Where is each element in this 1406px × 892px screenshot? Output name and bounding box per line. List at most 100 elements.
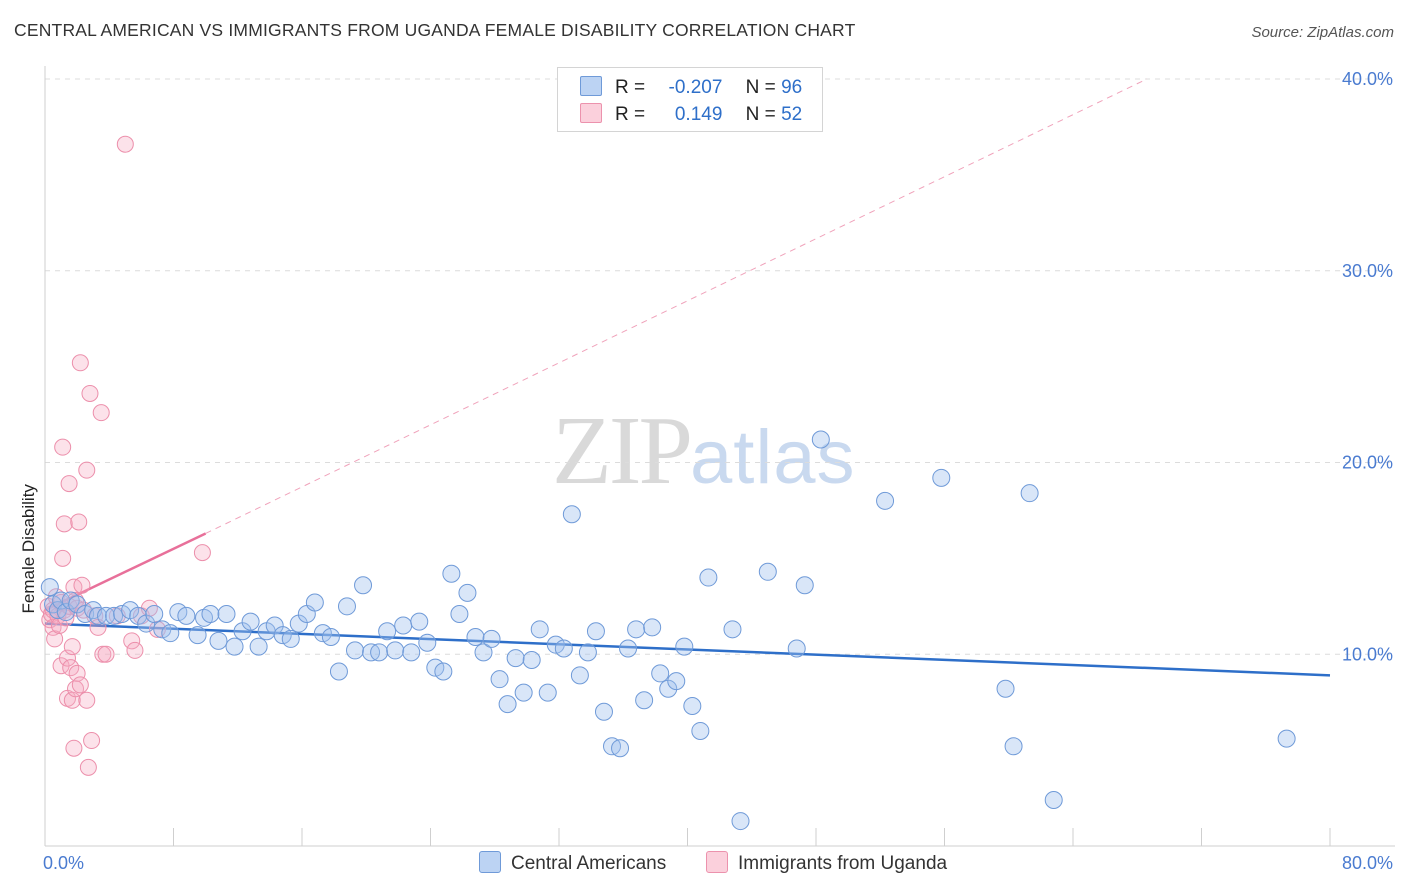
legend-item-uganda[interactable]: Immigrants from Uganda: [706, 851, 947, 875]
point-central-americans: [635, 691, 654, 710]
watermark-atlas: atlas: [690, 415, 856, 500]
legend-row-uganda: R = 0.149 N = 52: [580, 103, 802, 129]
point-central-americans: [522, 651, 541, 670]
point-central-americans: [594, 702, 613, 721]
y-tick-label: 30.0%: [1342, 261, 1393, 281]
axes: [44, 66, 1395, 847]
data-points: [39, 135, 1296, 831]
point-central-americans: [683, 697, 702, 716]
point-uganda: [83, 732, 101, 750]
point-uganda: [193, 544, 211, 562]
point-central-americans: [699, 568, 718, 587]
point-central-americans: [201, 604, 220, 623]
legend-swatch-blue: [580, 76, 602, 96]
point-central-americans: [378, 622, 397, 641]
legend-n-value: 52: [781, 104, 803, 125]
point-central-americans: [811, 430, 830, 449]
point-central-americans: [586, 622, 605, 641]
point-central-americans: [1004, 737, 1023, 756]
point-uganda: [92, 404, 110, 422]
y-tick-label: 10.0%: [1342, 644, 1393, 664]
point-central-americans: [1020, 484, 1039, 503]
tick-labels: 10.0% 20.0% 30.0% 40.0% 0.0% 80.0% Female Disa…: [19, 69, 1393, 873]
point-uganda: [126, 641, 144, 659]
point-central-americans: [619, 639, 638, 658]
legend-label: Central Americans: [511, 853, 667, 874]
correlation-legend: R = -0.207 N = 96 R = 0.149 N = 52: [557, 67, 823, 132]
point-central-americans: [418, 633, 437, 652]
point-uganda: [97, 645, 115, 663]
legend-n-label: N =: [745, 104, 776, 125]
point-central-americans: [1277, 729, 1296, 748]
point-central-americans: [450, 604, 469, 623]
point-uganda: [65, 739, 83, 757]
point-central-americans: [876, 491, 895, 510]
point-uganda: [54, 438, 72, 456]
point-central-americans: [723, 620, 742, 639]
point-central-americans: [354, 576, 373, 595]
source-label: Source: ZipAtlas.com: [1251, 24, 1394, 41]
chart-title: CENTRAL AMERICAN VS IMMIGRANTS FROM UGAN…: [14, 20, 856, 40]
point-central-americans: [305, 593, 324, 612]
y-tick-label: 20.0%: [1342, 453, 1393, 473]
point-uganda: [62, 659, 80, 677]
series-legend: Central Americans Immigrants from Uganda: [0, 851, 1406, 879]
x-tick-label: 80.0%: [1342, 853, 1393, 873]
point-uganda: [116, 135, 134, 153]
point-central-americans: [691, 721, 710, 740]
point-central-americans: [402, 643, 421, 662]
point-uganda: [78, 691, 96, 709]
point-central-americans: [241, 612, 260, 631]
point-central-americans: [217, 604, 236, 623]
point-central-americans: [249, 637, 268, 656]
point-central-americans: [562, 505, 581, 524]
point-central-americans: [225, 637, 244, 656]
point-central-americans: [498, 695, 517, 714]
point-central-americans: [145, 604, 164, 623]
point-central-americans: [570, 666, 589, 685]
legend-swatch-pink: [706, 851, 728, 873]
point-central-americans: [490, 670, 509, 689]
point-central-americans: [996, 679, 1015, 698]
point-central-americans: [458, 583, 477, 602]
legend-r-value: 0.149: [674, 104, 723, 125]
point-central-americans: [538, 683, 557, 702]
point-uganda: [60, 475, 78, 493]
point-central-americans: [932, 468, 951, 487]
point-uganda: [46, 630, 64, 648]
point-uganda: [55, 515, 73, 533]
point-central-americans: [506, 649, 525, 668]
point-central-americans: [787, 639, 806, 658]
point-central-americans: [442, 564, 461, 583]
point-central-americans: [337, 597, 356, 616]
point-uganda: [70, 513, 88, 531]
point-central-americans: [370, 643, 389, 662]
watermark-zip: ZIP: [552, 397, 693, 505]
legend-r-label: R =: [615, 77, 646, 98]
point-uganda: [54, 549, 72, 567]
point-central-americans: [758, 562, 777, 581]
point-central-americans: [554, 639, 573, 658]
legend-swatch-pink: [580, 103, 602, 123]
point-central-americans: [731, 812, 750, 831]
point-central-americans: [321, 627, 340, 646]
point-central-americans: [161, 624, 180, 643]
legend-r-label: R =: [615, 104, 646, 125]
legend-r-value: -0.207: [668, 77, 723, 98]
point-central-americans: [177, 606, 196, 625]
legend-item-central-americans[interactable]: Central Americans: [479, 851, 666, 875]
point-central-americans: [530, 620, 549, 639]
point-uganda: [63, 638, 81, 656]
point-central-americans: [281, 629, 300, 648]
point-central-americans: [394, 616, 413, 635]
point-central-americans: [434, 662, 453, 681]
legend-label: Immigrants from Uganda: [738, 853, 948, 874]
point-central-americans: [611, 739, 630, 758]
legend-row-central-americans: R = -0.207 N = 96: [580, 76, 802, 102]
point-central-americans: [667, 672, 686, 691]
point-uganda: [79, 758, 97, 776]
point-central-americans: [482, 629, 501, 648]
point-uganda: [123, 632, 141, 650]
legend-n-value: 96: [781, 77, 803, 98]
